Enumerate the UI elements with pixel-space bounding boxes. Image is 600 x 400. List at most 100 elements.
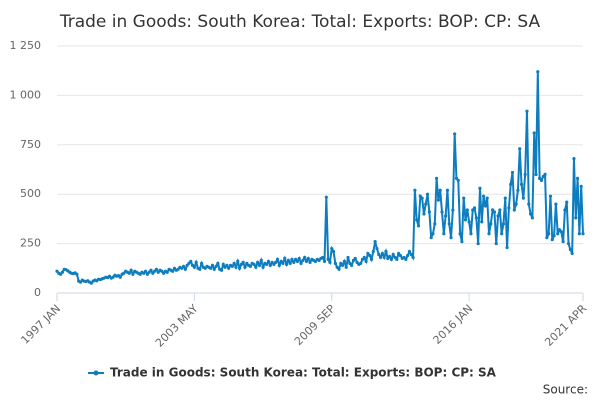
data-point — [498, 208, 502, 212]
data-point — [545, 236, 549, 240]
data-point — [458, 232, 462, 236]
data-point — [505, 245, 509, 250]
x-tick-label: 2003 MAY — [153, 302, 201, 350]
data-point — [324, 195, 328, 199]
data-point — [281, 261, 285, 265]
x-tick-label: 2021 APR — [542, 302, 589, 349]
data-point — [572, 157, 576, 161]
data-point — [371, 249, 375, 254]
legend-label: Trade in Goods: South Korea: Total: Expo… — [110, 366, 497, 380]
data-point — [131, 272, 135, 276]
data-point — [489, 222, 493, 226]
data-point — [382, 255, 386, 260]
data-point — [283, 256, 287, 261]
data-point — [337, 267, 341, 271]
data-point — [234, 265, 238, 269]
data-point — [481, 194, 486, 198]
data-point — [521, 196, 525, 200]
data-point — [575, 176, 580, 180]
data-point — [304, 259, 309, 263]
data-point — [389, 257, 393, 262]
data-point — [301, 258, 305, 262]
data-point — [425, 192, 430, 196]
data-point — [534, 172, 538, 177]
data-point — [236, 259, 240, 263]
data-point — [266, 259, 271, 263]
data-point — [292, 260, 296, 264]
data-point — [227, 266, 231, 270]
data-point — [230, 264, 234, 268]
data-point — [391, 252, 395, 257]
data-point — [299, 261, 303, 265]
data-point — [129, 268, 133, 272]
data-point — [436, 198, 440, 202]
data-point — [447, 222, 451, 226]
data-point — [286, 258, 290, 262]
data-point — [209, 266, 213, 270]
data-point — [492, 210, 497, 214]
data-point — [221, 262, 225, 266]
data-point — [516, 188, 520, 192]
data-point — [212, 267, 216, 271]
data-point — [536, 70, 540, 74]
data-point — [274, 260, 278, 264]
data-point — [275, 257, 280, 262]
data-point — [265, 262, 269, 266]
data-point — [548, 194, 553, 198]
data-point — [574, 216, 578, 220]
data-point — [438, 188, 442, 192]
data-point — [416, 224, 421, 228]
data-point — [550, 238, 554, 242]
data-point — [303, 255, 307, 260]
data-point — [566, 242, 571, 246]
data-point — [500, 232, 504, 236]
data-point — [364, 259, 368, 263]
data-point — [465, 208, 469, 212]
data-point — [243, 265, 247, 269]
data-point — [579, 184, 583, 188]
data-point — [295, 259, 300, 263]
data-point — [411, 255, 415, 260]
data-point — [429, 236, 433, 240]
data-point — [539, 178, 544, 182]
data-point — [181, 264, 186, 268]
data-point — [306, 256, 310, 261]
y-tick-label: 750 — [20, 138, 41, 151]
data-point — [241, 260, 245, 264]
data-point — [483, 204, 487, 208]
data-point — [375, 246, 379, 251]
data-point — [449, 236, 453, 240]
data-point — [472, 206, 477, 210]
data-point — [284, 262, 289, 266]
data-point — [509, 182, 513, 186]
x-tick-label: 1997 JAN — [18, 302, 63, 347]
data-point — [413, 188, 417, 192]
data-point — [474, 216, 478, 220]
data-point — [149, 268, 153, 272]
data-point — [308, 260, 312, 264]
data-point — [467, 220, 471, 224]
data-point — [422, 212, 426, 216]
data-point — [340, 263, 345, 267]
data-point — [118, 275, 122, 279]
data-point — [445, 188, 450, 192]
data-point — [433, 222, 437, 226]
data-point — [333, 261, 337, 265]
data-point — [353, 256, 357, 261]
data-point — [543, 172, 547, 177]
data-point — [214, 264, 218, 268]
data-point — [568, 247, 572, 252]
data-point — [342, 259, 347, 263]
data-point — [501, 222, 506, 226]
data-point — [248, 264, 253, 268]
data-point — [528, 212, 533, 216]
data-point — [556, 232, 560, 236]
data-point — [143, 269, 148, 273]
series-line — [56, 71, 584, 285]
data-point — [261, 265, 265, 269]
data-point — [290, 257, 294, 262]
data-point — [154, 267, 159, 271]
data-point — [434, 176, 439, 180]
data-point — [216, 261, 220, 265]
